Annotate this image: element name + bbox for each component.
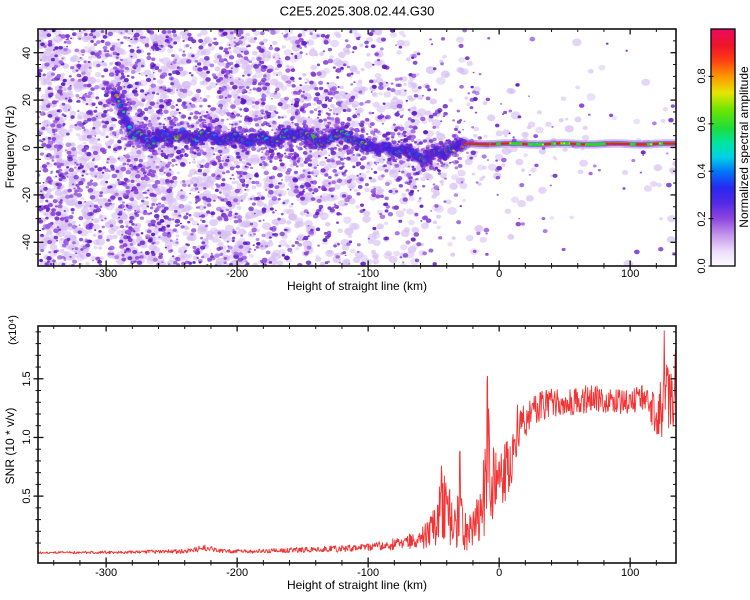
- bottom-x-tick-label: -100: [357, 567, 380, 579]
- colorbar-label: Normalized spectral amplitude: [737, 66, 750, 228]
- colorbar-tick-label: 0.0: [696, 258, 708, 274]
- top-y-tick-label: -40: [21, 234, 33, 251]
- x-axis-label-bottom: Height of straight line (km): [286, 578, 428, 592]
- figure-title: C2E5.2025.308.02.44.G30: [279, 3, 435, 19]
- bottom-y-tick-label: 1.5: [21, 371, 33, 387]
- colorbar-tick-label: 0.8: [696, 68, 708, 85]
- bottom-x-tick-label: 0: [496, 567, 503, 579]
- colorbar-tick-label: 0.6: [696, 116, 708, 132]
- top-y-tick-label: 0: [21, 144, 33, 151]
- bottom-x-tick-label: -300: [95, 567, 118, 579]
- bottom-x-tick-label: 100: [620, 567, 640, 579]
- y-axis-scale-label: (x10⁴): [7, 315, 19, 345]
- bottom-x-tick-label: -200: [226, 567, 249, 579]
- x-axis-label-top: Height of straight line (km): [286, 279, 428, 293]
- bottom-y-tick-label: 0.5: [21, 488, 33, 504]
- top-x-tick-label: -300: [95, 268, 118, 280]
- top-x-tick-label: -200: [226, 268, 249, 280]
- y-axis-label-frequency: Frequency (Hz): [3, 105, 17, 189]
- top-x-tick-label: -100: [357, 268, 380, 280]
- colorbar-tick-label: 0.2: [696, 210, 708, 227]
- top-x-tick-label: 100: [620, 268, 640, 280]
- top-y-tick-label: 20: [21, 93, 33, 107]
- top-y-tick-label: 40: [21, 46, 33, 59]
- colorbar-tick-label: 0.4: [696, 163, 708, 179]
- top-y-tick-label: -20: [21, 186, 33, 203]
- y-axis-label-snr: SNR (10 * v/v): [3, 407, 17, 485]
- top-x-tick-label: 0: [496, 268, 503, 280]
- bottom-y-tick-label: 1.0: [21, 429, 33, 446]
